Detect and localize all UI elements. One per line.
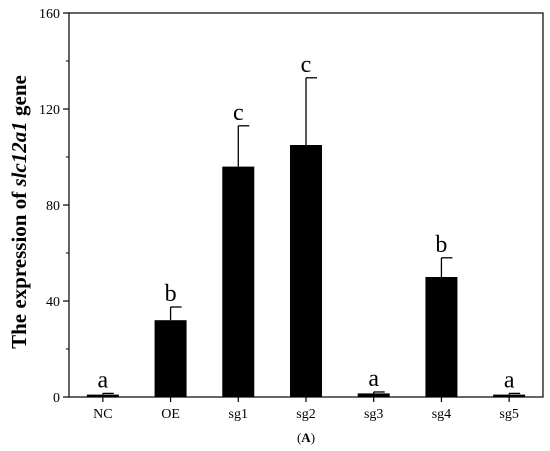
bar [357, 393, 390, 397]
y-axis-title: The expression of slc12a1 gene [7, 75, 31, 349]
significance-label: a [98, 367, 109, 393]
x-tick-label: NC [93, 407, 112, 422]
x-tick-label: sg4 [432, 407, 451, 422]
y-tick-label: 80 [46, 199, 60, 214]
figure-caption: (A) [297, 430, 315, 445]
bar [290, 145, 322, 397]
x-tick-label: OE [161, 407, 180, 422]
significance-label: c [301, 52, 312, 78]
y-axis-title-suffix: gene [7, 75, 31, 121]
x-tick-label: sg1 [229, 407, 248, 422]
y-tick-label: 120 [39, 103, 60, 118]
x-tick-label: sg5 [499, 407, 518, 422]
bar [154, 320, 187, 397]
bar [86, 394, 119, 397]
significance-label: b [435, 232, 447, 258]
y-tick-label: 40 [46, 295, 60, 310]
y-tick-label: 160 [39, 7, 60, 22]
significance-label: a [368, 366, 379, 392]
x-tick-label: sg2 [296, 407, 315, 422]
y-axis-title-prefix: The expression of [7, 187, 31, 349]
y-axis-title-gene: slc12a1 [7, 121, 31, 187]
x-axis: NC OE sg1 sg2 sg3 sg4 sg5 [93, 397, 519, 422]
bar [425, 277, 458, 397]
significance-label: a [504, 367, 515, 393]
y-axis: 0 40 80 120 160 [39, 7, 69, 406]
significance-label: c [233, 100, 244, 126]
plot-area: a b c c a b a [68, 12, 544, 398]
bar [222, 166, 255, 397]
significance-label: b [165, 281, 177, 307]
y-tick-label: 0 [53, 391, 60, 406]
x-tick-label: sg3 [364, 407, 383, 422]
bar [493, 394, 526, 397]
